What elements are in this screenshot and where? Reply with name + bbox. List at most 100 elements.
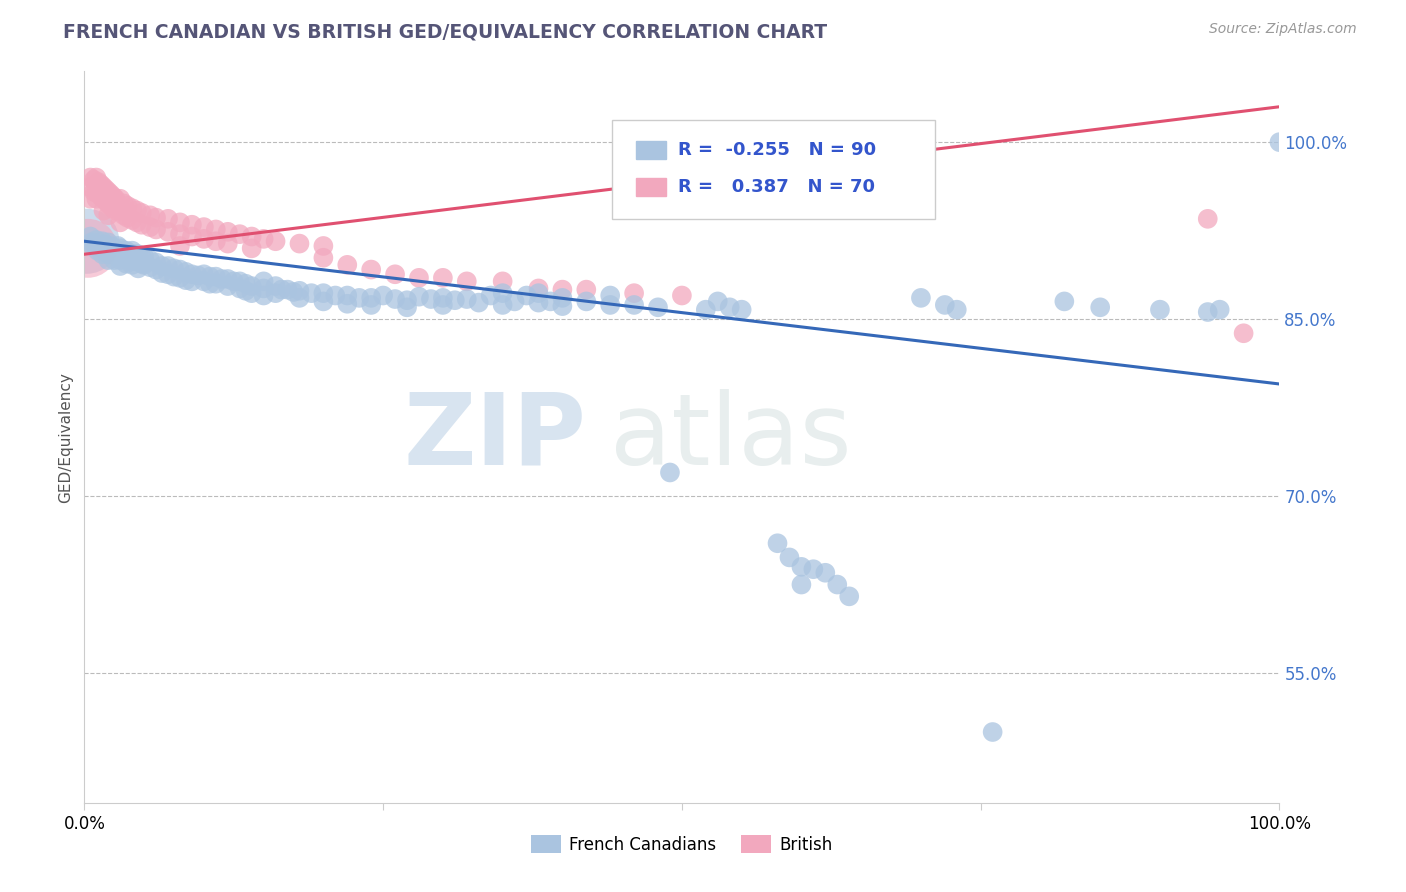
Point	[80, 235, 103, 250]
Point	[110, 241, 132, 255]
Point	[551, 299, 574, 313]
Point	[110, 247, 132, 261]
Point	[229, 274, 252, 288]
Y-axis label: GED/Equivalency: GED/Equivalency	[58, 372, 73, 502]
Point	[838, 590, 860, 604]
Point	[145, 255, 167, 269]
Point	[527, 281, 550, 295]
Point	[264, 286, 287, 301]
Point	[115, 244, 138, 258]
Point	[217, 225, 239, 239]
Point	[229, 227, 252, 242]
Point	[79, 229, 101, 244]
Point	[132, 258, 156, 272]
Point	[118, 246, 141, 260]
Point	[121, 213, 143, 227]
Point	[1090, 301, 1112, 315]
Legend: French Canadians, British: French Canadians, British	[524, 829, 839, 860]
Text: FRENCH CANADIAN VS BRITISH GED/EQUIVALENCY CORRELATION CHART: FRENCH CANADIAN VS BRITISH GED/EQUIVALEN…	[63, 22, 827, 41]
Point	[181, 229, 204, 244]
Point	[157, 259, 180, 273]
Point	[91, 241, 114, 255]
Point	[150, 259, 173, 273]
Point	[444, 293, 467, 308]
Point	[169, 239, 191, 253]
Point	[79, 170, 101, 185]
Point	[125, 215, 148, 229]
Point	[100, 187, 122, 202]
Point	[125, 203, 148, 218]
Point	[169, 270, 191, 285]
Point	[94, 244, 117, 258]
Point	[121, 251, 143, 265]
Point	[127, 247, 149, 261]
Point	[432, 298, 454, 312]
Point	[131, 257, 153, 271]
Point	[253, 274, 276, 288]
Point	[93, 203, 115, 218]
Point	[695, 302, 717, 317]
Point	[94, 237, 117, 252]
Point	[174, 265, 197, 279]
Point	[107, 239, 129, 253]
Point	[101, 189, 124, 203]
Point	[288, 291, 311, 305]
Point	[145, 262, 167, 277]
Point	[127, 254, 149, 268]
Point	[779, 550, 801, 565]
Point	[77, 241, 100, 255]
Point	[468, 295, 491, 310]
Point	[110, 253, 132, 268]
Point	[492, 274, 515, 288]
Point	[117, 199, 139, 213]
Point	[766, 536, 789, 550]
Point	[217, 279, 239, 293]
Point	[336, 258, 359, 272]
Point	[118, 253, 141, 268]
Point	[1233, 326, 1256, 341]
Point	[814, 566, 837, 580]
Point	[187, 268, 209, 283]
Point	[264, 234, 287, 248]
Point	[264, 279, 287, 293]
Point	[198, 277, 221, 291]
Point	[373, 288, 395, 302]
Point	[103, 241, 125, 255]
Point	[97, 247, 120, 261]
Point	[86, 244, 108, 258]
Point	[193, 220, 215, 235]
Point	[503, 294, 526, 309]
Point	[312, 251, 335, 265]
Point	[235, 284, 257, 298]
Point	[103, 247, 125, 261]
Point	[479, 288, 502, 302]
Point	[270, 283, 292, 297]
Point	[79, 180, 101, 194]
Point	[671, 288, 693, 302]
Point	[93, 192, 115, 206]
Point	[707, 294, 730, 309]
Point	[408, 270, 430, 285]
Point	[1197, 211, 1219, 226]
Point	[117, 211, 139, 225]
Point	[540, 294, 562, 309]
Point	[139, 208, 162, 222]
Point	[301, 286, 323, 301]
Point	[112, 196, 135, 211]
Point	[396, 301, 419, 315]
Point	[131, 218, 153, 232]
Point	[193, 274, 215, 288]
Point	[125, 254, 148, 268]
Point	[240, 241, 263, 255]
Point	[163, 269, 186, 284]
Point	[312, 294, 335, 309]
Point	[934, 298, 956, 312]
Point	[93, 180, 115, 194]
Point	[121, 244, 143, 258]
Point	[211, 272, 233, 286]
Point	[253, 232, 276, 246]
Point	[83, 185, 105, 199]
Point	[408, 290, 430, 304]
Text: atlas: atlas	[610, 389, 852, 485]
Point	[1209, 302, 1232, 317]
